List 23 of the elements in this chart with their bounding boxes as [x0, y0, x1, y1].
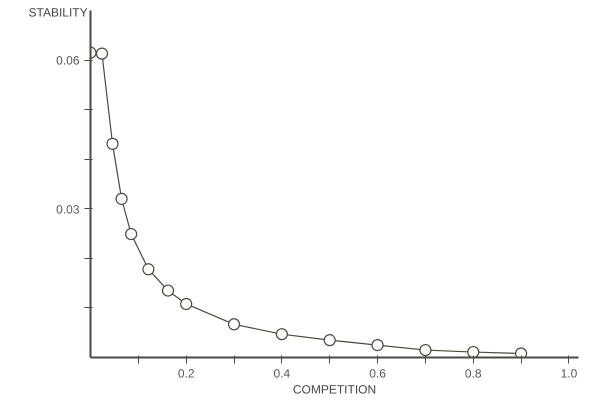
x-tick-label: 0.8	[464, 366, 482, 380]
point	[228, 318, 240, 330]
y-tick-label: 0.03	[56, 202, 80, 216]
point	[96, 48, 108, 60]
point	[419, 344, 432, 356]
point	[116, 192, 128, 205]
x-axis-title: COMPETITION	[292, 382, 376, 396]
point	[371, 339, 384, 352]
point	[142, 263, 154, 276]
y-tick-label: 0.06	[56, 54, 80, 68]
point	[125, 228, 138, 240]
point	[180, 298, 192, 310]
x-tick-label: 1.0	[560, 366, 578, 380]
point	[514, 347, 528, 358]
point	[467, 346, 480, 358]
x-tick-label: 0.6	[369, 366, 386, 380]
point	[324, 334, 336, 346]
x-tick-label: 0.2	[178, 366, 195, 380]
point	[162, 284, 174, 297]
y-axis-title: STABILITY	[28, 6, 88, 20]
point	[276, 328, 288, 340]
point	[106, 138, 119, 150]
x-tick-label: 0.4	[274, 366, 291, 380]
